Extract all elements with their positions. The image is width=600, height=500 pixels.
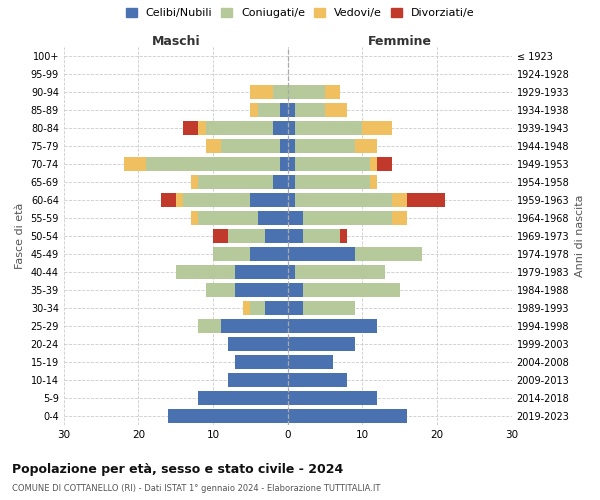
- Bar: [288, 266, 295, 279]
- Bar: [288, 356, 332, 369]
- Bar: [176, 266, 235, 279]
- Bar: [235, 284, 288, 297]
- Bar: [295, 176, 370, 189]
- Bar: [146, 158, 280, 171]
- Bar: [191, 176, 198, 189]
- Bar: [288, 176, 295, 189]
- Bar: [288, 248, 355, 261]
- Bar: [235, 266, 288, 279]
- Bar: [273, 122, 288, 135]
- Bar: [407, 194, 445, 207]
- Bar: [198, 320, 221, 333]
- Bar: [302, 212, 392, 225]
- Bar: [288, 86, 325, 99]
- Bar: [198, 176, 273, 189]
- Bar: [280, 140, 288, 153]
- Bar: [250, 86, 273, 99]
- Bar: [191, 212, 198, 225]
- Bar: [325, 86, 340, 99]
- Text: COMUNE DI COTTANELLO (RI) - Dati ISTAT 1° gennaio 2024 - Elaborazione TUTTITALIA: COMUNE DI COTTANELLO (RI) - Dati ISTAT 1…: [12, 484, 380, 493]
- Bar: [228, 230, 265, 243]
- Bar: [362, 122, 392, 135]
- Bar: [221, 140, 280, 153]
- Bar: [295, 140, 355, 153]
- Bar: [340, 230, 347, 243]
- Bar: [161, 194, 176, 207]
- Bar: [198, 122, 206, 135]
- Bar: [288, 302, 302, 315]
- Bar: [243, 302, 250, 315]
- Y-axis label: Fasce di età: Fasce di età: [15, 203, 25, 270]
- Bar: [280, 104, 288, 117]
- Bar: [206, 284, 235, 297]
- Bar: [273, 86, 288, 99]
- Bar: [355, 140, 377, 153]
- Bar: [295, 122, 362, 135]
- Bar: [183, 122, 198, 135]
- Bar: [288, 212, 302, 225]
- Bar: [273, 176, 288, 189]
- Bar: [302, 302, 355, 315]
- Text: Maschi: Maschi: [151, 35, 200, 48]
- Bar: [370, 158, 377, 171]
- Bar: [377, 158, 392, 171]
- Bar: [198, 212, 258, 225]
- Bar: [213, 230, 228, 243]
- Legend: Celibi/Nubili, Coniugati/e, Vedovi/e, Divorziati/e: Celibi/Nubili, Coniugati/e, Vedovi/e, Di…: [124, 6, 476, 20]
- Bar: [288, 374, 347, 387]
- Bar: [288, 122, 295, 135]
- Bar: [288, 158, 295, 171]
- Bar: [295, 104, 325, 117]
- Bar: [302, 230, 340, 243]
- Bar: [288, 410, 407, 423]
- Bar: [228, 338, 288, 351]
- Bar: [295, 194, 392, 207]
- Bar: [288, 320, 377, 333]
- Bar: [228, 374, 288, 387]
- Bar: [325, 104, 347, 117]
- Bar: [250, 302, 265, 315]
- Bar: [370, 176, 377, 189]
- Bar: [392, 194, 407, 207]
- Bar: [288, 194, 295, 207]
- Bar: [288, 284, 302, 297]
- Bar: [250, 248, 288, 261]
- Bar: [183, 194, 250, 207]
- Bar: [302, 284, 400, 297]
- Bar: [280, 158, 288, 171]
- Bar: [265, 230, 288, 243]
- Bar: [392, 212, 407, 225]
- Text: Popolazione per età, sesso e stato civile - 2024: Popolazione per età, sesso e stato civil…: [12, 462, 343, 475]
- Bar: [355, 248, 422, 261]
- Bar: [295, 266, 385, 279]
- Bar: [295, 158, 370, 171]
- Bar: [213, 248, 250, 261]
- Bar: [288, 392, 377, 405]
- Bar: [250, 194, 288, 207]
- Bar: [206, 122, 273, 135]
- Bar: [198, 392, 288, 405]
- Y-axis label: Anni di nascita: Anni di nascita: [575, 195, 585, 278]
- Bar: [169, 410, 288, 423]
- Bar: [288, 104, 295, 117]
- Bar: [258, 212, 288, 225]
- Bar: [250, 104, 258, 117]
- Bar: [265, 302, 288, 315]
- Bar: [206, 140, 221, 153]
- Bar: [288, 338, 355, 351]
- Bar: [221, 320, 288, 333]
- Bar: [288, 140, 295, 153]
- Bar: [124, 158, 146, 171]
- Bar: [176, 194, 183, 207]
- Bar: [258, 104, 280, 117]
- Text: Femmine: Femmine: [368, 35, 432, 48]
- Bar: [288, 230, 302, 243]
- Bar: [235, 356, 288, 369]
